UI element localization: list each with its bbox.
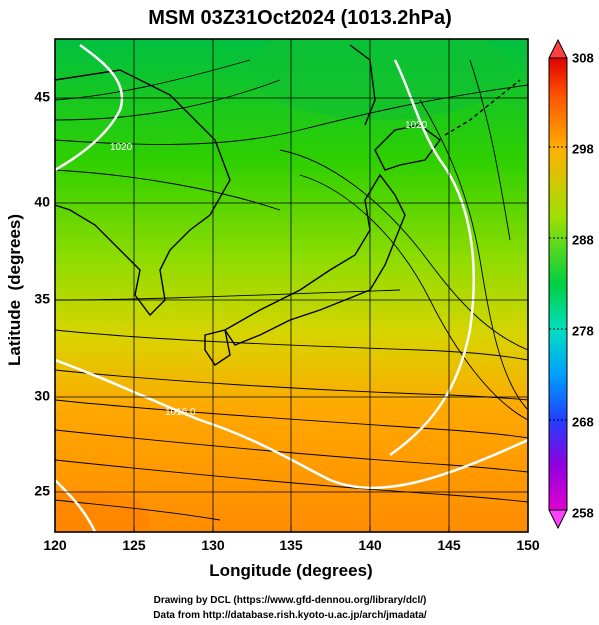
honshu-coast xyxy=(224,173,406,346)
colorbar-bottom-arrow xyxy=(548,509,568,530)
isobar-label-1020-west: 1020 xyxy=(110,142,133,153)
plot-area: 1020 1020 1016.0 xyxy=(55,39,528,532)
x-tick-label: 150 xyxy=(516,537,540,553)
temperature-field xyxy=(55,39,528,532)
isobar-1016 xyxy=(55,358,528,490)
colorbar: 258 268 278 288 298 308 xyxy=(548,38,594,530)
colorbar-label: 308 xyxy=(572,50,594,65)
y-axis-title: Latitude (degrees) xyxy=(5,214,24,366)
colorbar-label: 278 xyxy=(572,323,594,338)
kuril-islands xyxy=(444,79,521,136)
isobar-1020-west xyxy=(55,43,124,172)
isobar-low xyxy=(55,479,97,532)
map-title: MSM 03Z31Oct2024 (1013.2hPa) xyxy=(148,7,452,29)
isobars xyxy=(55,43,528,532)
x-tick-label: 135 xyxy=(279,537,303,553)
y-tick-label: 40 xyxy=(34,194,50,210)
colorbar-label: 288 xyxy=(572,232,594,247)
x-tick-label: 125 xyxy=(122,537,146,553)
x-tick-labels: 120 125 130 135 140 145 150 xyxy=(43,537,540,553)
isobar-label-1016: 1016.0 xyxy=(165,407,196,418)
isobar-1020-east xyxy=(389,59,475,457)
colorbar-tick-labels: 258 268 278 288 298 308 xyxy=(572,50,594,520)
y-tick-label: 25 xyxy=(34,483,50,499)
x-tick-label: 140 xyxy=(358,537,382,553)
colorbar-label: 268 xyxy=(572,414,594,429)
isobar-label-1020-east: 1020 xyxy=(405,120,428,131)
x-tick-label: 130 xyxy=(201,537,225,553)
y-tick-labels: 25 30 35 40 45 xyxy=(34,89,50,499)
colorbar-label: 298 xyxy=(572,141,594,156)
y-tick-label: 30 xyxy=(34,388,50,404)
x-tick-marks xyxy=(54,526,529,532)
warm-air-patch xyxy=(55,490,150,532)
x-tick-label: 145 xyxy=(437,537,461,553)
credit-data: Data from http://database.rish.kyoto-u.a… xyxy=(153,610,427,621)
continent-coast xyxy=(55,69,231,317)
colorbar-body xyxy=(548,57,568,511)
colorbar-label: 258 xyxy=(572,505,594,520)
grid-lines xyxy=(55,39,528,532)
colorbar-ticks xyxy=(549,146,567,421)
credit-drawing: Drawing by DCL (https://www.gfd-dennou.o… xyxy=(154,595,427,606)
y-tick-label: 35 xyxy=(34,291,50,307)
kyushu-coast xyxy=(204,329,231,366)
colorbar-top-arrow xyxy=(548,38,568,59)
x-tick-label: 120 xyxy=(43,537,67,553)
y-tick-label: 45 xyxy=(34,89,50,105)
cold-air-patch xyxy=(250,39,510,120)
x-axis-title: Longitude (degrees) xyxy=(209,561,372,580)
